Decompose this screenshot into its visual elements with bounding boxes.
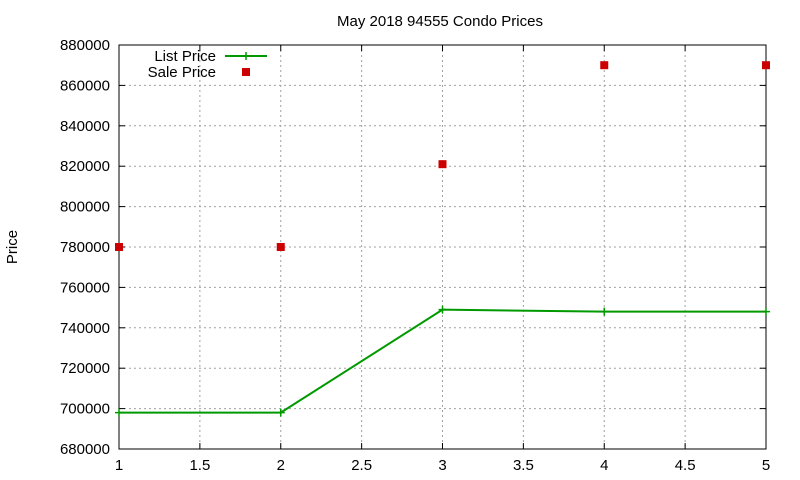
x-tick-label: 4.5 (675, 457, 696, 474)
x-tick-label: 4 (600, 457, 608, 474)
chart-title: May 2018 94555 Condo Prices (337, 13, 543, 30)
legend-label: Sale Price (148, 64, 216, 81)
x-tick-label: 2.5 (351, 457, 372, 474)
list-price-point (762, 307, 770, 316)
sale-price-point (438, 160, 447, 169)
grid (119, 45, 766, 449)
y-tick-label: 880000 (60, 37, 110, 54)
list-price-point (276, 408, 285, 417)
x-tick-label: 1 (115, 457, 123, 474)
series-layer (115, 61, 770, 417)
y-axis-label: Price (4, 230, 21, 264)
sale-price-point (115, 243, 123, 251)
y-tick-label: 740000 (60, 320, 110, 337)
x-tick-label: 1.5 (189, 457, 210, 474)
y-tick-label: 820000 (60, 158, 110, 175)
x-tick-label: 5 (762, 457, 770, 474)
list-price-point (600, 307, 609, 316)
x-tick-label: 3.5 (513, 457, 534, 474)
sale-price-point (276, 243, 285, 251)
sale-price-point (600, 61, 609, 70)
y-tick-label: 840000 (60, 118, 110, 135)
list-price-point (115, 408, 123, 417)
y-tick-label: 720000 (60, 360, 110, 377)
y-tick-label: 800000 (60, 199, 110, 216)
y-tick-label: 860000 (60, 77, 110, 94)
legend-label: List Price (154, 48, 216, 65)
x-tick-label: 3 (438, 457, 446, 474)
y-axis: 680000 700000 720000 740000 760000 780000 8000… (60, 37, 766, 458)
x-tick-label: 2 (277, 457, 285, 474)
y-tick-label: 680000 (60, 441, 110, 458)
list-price-point (438, 305, 447, 314)
y-tick-label: 780000 (60, 239, 110, 256)
sale-price-point (762, 61, 770, 70)
y-tick-label: 760000 (60, 279, 110, 296)
legend-swatch-square (242, 68, 250, 76)
y-tick-label: 700000 (60, 401, 110, 418)
x-axis: 1 1.5 2 2.5 3 3.5 4 4.5 5 (115, 45, 770, 474)
